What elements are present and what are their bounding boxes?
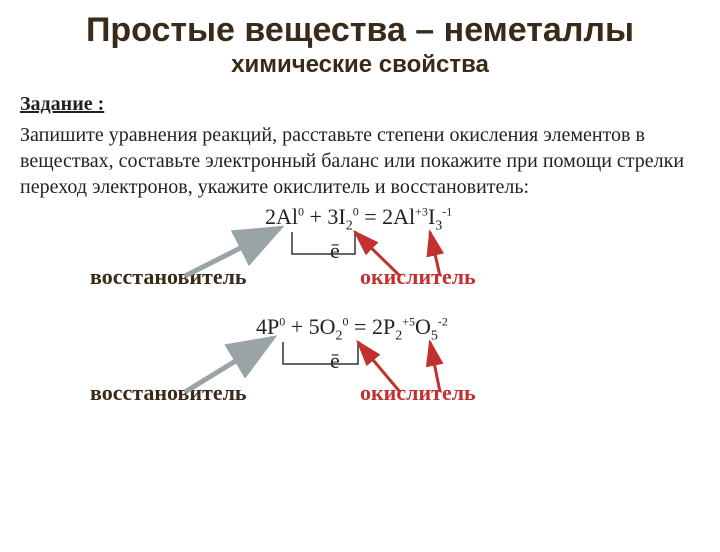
equation-area: 2Al0 + 3I20 = 2Al+3I3-1 ē восстановитель… xyxy=(0,204,720,504)
reducer-label-1: восстановитель xyxy=(90,264,247,290)
task-label: Задание : xyxy=(20,93,720,116)
equation-1: 2Al0 + 3I20 = 2Al+3I3-1 xyxy=(265,204,452,234)
page-title: Простые вещества – неметаллы xyxy=(0,12,720,49)
task-text: Запишите уравнения реакций, расставьте с… xyxy=(20,122,704,200)
electron-bar-2: ē xyxy=(330,348,340,374)
equation-2: 4P0 + 5O20 = 2P2+5O5-2 xyxy=(256,314,448,344)
reducer-label-2: восстановитель xyxy=(90,380,247,406)
page-subtitle: химические свойства xyxy=(0,51,720,79)
arrows-overlay xyxy=(0,204,720,504)
oxidizer-label-2: окислитель xyxy=(360,380,476,406)
electron-bar-1: ē xyxy=(330,238,340,264)
oxidizer-label-1: окислитель xyxy=(360,264,476,290)
